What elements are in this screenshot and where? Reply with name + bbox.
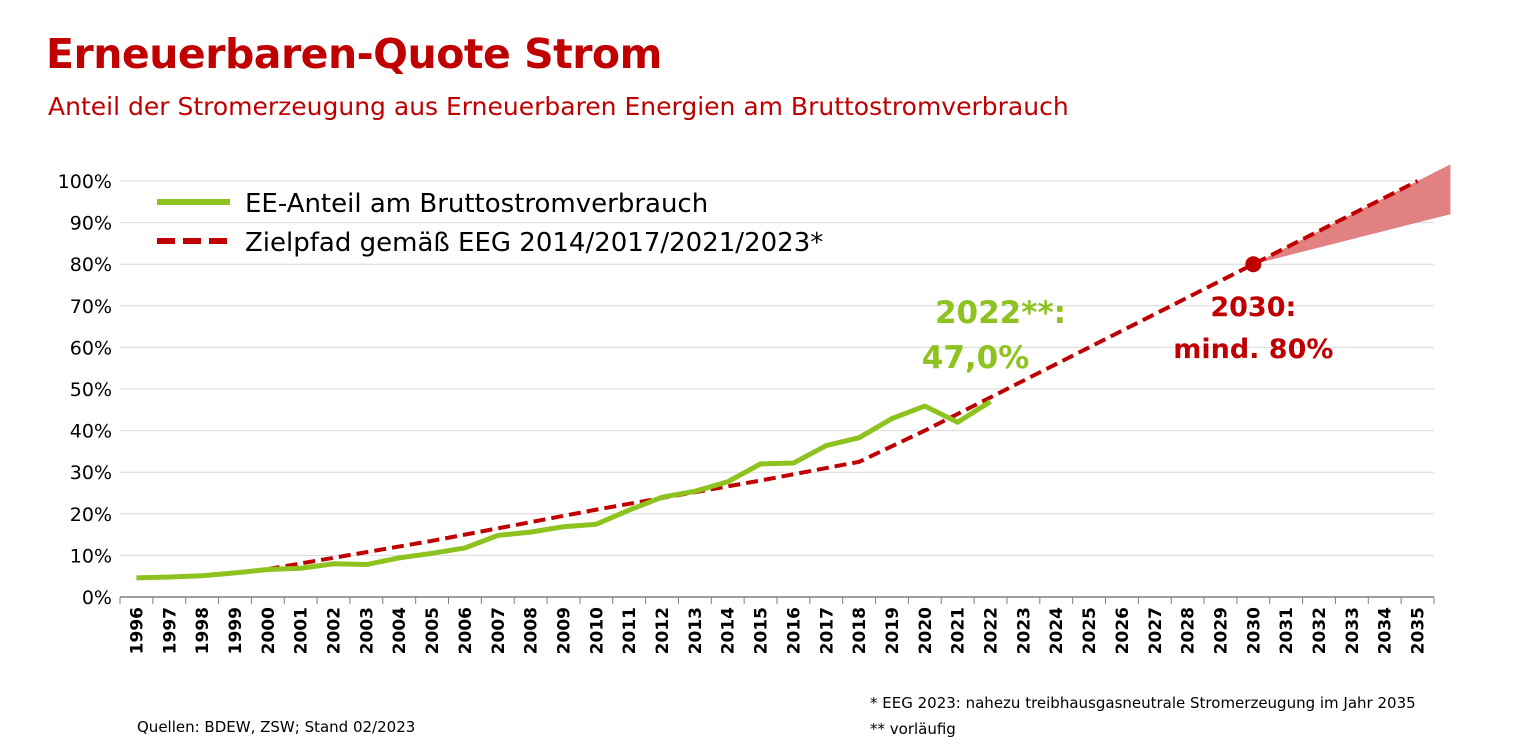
y-tick-label: 40%	[70, 421, 112, 443]
x-tick-label: 2022	[982, 607, 1002, 654]
annotation-layer: 2022**: 47,0% 2030: mind. 80%	[922, 292, 1334, 376]
x-tick-label: 2035	[1409, 607, 1429, 654]
series-line-actual-share	[136, 399, 992, 581]
x-tick-label: 2019	[883, 607, 903, 654]
x-tick-label: 2010	[587, 607, 607, 654]
x-tick-label: 2006	[456, 607, 476, 654]
x-tick-label: 2012	[653, 607, 673, 654]
y-tick-label: 60%	[70, 337, 112, 359]
x-tick-label: 2017	[817, 607, 837, 654]
x-tick-label: 2014	[719, 607, 739, 654]
x-tick-label: 2008	[522, 607, 542, 654]
annotation-2022-year: 2022**:	[935, 295, 1066, 331]
y-tick-label: 100%	[58, 171, 112, 193]
x-tick-label: 2004	[390, 607, 410, 654]
x-tick-label: 2024	[1047, 607, 1067, 654]
x-tick-label: 2003	[357, 607, 377, 654]
series-layer	[136, 164, 1451, 581]
legend: EE-Anteil am Bruttostromverbrauch Zielpf…	[157, 189, 823, 258]
x-tick-label: 2029	[1211, 607, 1231, 654]
axis-layer: 0% 10% 20% 30% 40% 50% 60% 70% 80% 90% 100% 1996 199…	[58, 171, 1435, 654]
x-tick-label: 2009	[554, 607, 574, 654]
x-tick-label: 2002	[325, 607, 345, 654]
grid-layer	[120, 180, 1434, 556]
legend-label-target: Zielpfad gemäß EEG 2014/2017/2021/2023*	[245, 228, 823, 258]
annotation-2030-value: mind. 80%	[1173, 334, 1333, 365]
x-tick-label: 2034	[1376, 607, 1396, 654]
x-tick-label: 2020	[916, 607, 936, 654]
x-tick-label: 2016	[784, 607, 804, 654]
x-tick-label: 1996	[127, 607, 147, 654]
x-tick-label: 2031	[1277, 607, 1297, 654]
legend-label-actual: EE-Anteil am Bruttostromverbrauch	[245, 189, 708, 219]
x-tick-label: 2032	[1310, 607, 1330, 654]
x-tick-label: 2007	[489, 607, 509, 654]
y-tick-label: 70%	[70, 296, 112, 318]
x-tick-label: 1997	[160, 607, 180, 654]
series-line-target-path	[267, 179, 1419, 572]
x-tick-label: 2018	[850, 607, 870, 654]
x-tick-label: 2033	[1343, 607, 1363, 654]
x-tick-label: 1999	[226, 607, 246, 654]
y-tick-label: 50%	[70, 379, 112, 401]
x-tick-label: 2005	[423, 607, 443, 654]
x-tick-label: 2023	[1014, 607, 1034, 654]
x-tick-label: 2015	[752, 607, 772, 654]
y-tick-label: 20%	[70, 504, 112, 526]
page-subtitle: Anteil der Stromerzeugung aus Erneuerbar…	[48, 92, 1069, 121]
target-2030-marker	[1245, 256, 1262, 273]
y-tick-label: 80%	[70, 254, 112, 276]
x-tick-label: 2027	[1146, 607, 1166, 654]
x-tick-label: 1998	[193, 607, 213, 654]
footnote-preliminary: ** vorläufig	[870, 720, 956, 738]
x-tick-label: 2030	[1244, 607, 1264, 654]
y-tick-label: 90%	[70, 213, 112, 235]
line-chart: 0% 10% 20% 30% 40% 50% 60% 70% 80% 90% 100% 1996 199…	[58, 164, 1451, 654]
x-tick-label: 2026	[1113, 607, 1133, 654]
x-tick-label: 2001	[292, 607, 312, 654]
x-tick-label: 2028	[1179, 607, 1199, 654]
x-tick-label: 2011	[620, 607, 640, 654]
footnote-eeg-2023: * EEG 2023: nahezu treibhausgasneutrale …	[870, 694, 1416, 712]
y-tick-label: 0%	[82, 587, 112, 609]
x-tick-label: 2000	[259, 607, 279, 654]
page-title: Erneuerbaren-Quote Strom	[46, 30, 662, 78]
x-tick-label: 2021	[949, 607, 969, 654]
y-tick-label: 10%	[70, 545, 112, 567]
annotation-2022-value: 47,0%	[922, 340, 1030, 376]
x-tick-label: 2025	[1080, 607, 1100, 654]
x-tick-label: 2013	[686, 607, 706, 654]
sources-note: Quellen: BDEW, ZSW; Stand 02/2023	[137, 718, 416, 736]
annotation-2030-year: 2030:	[1210, 292, 1296, 323]
y-tick-label: 30%	[70, 462, 112, 484]
